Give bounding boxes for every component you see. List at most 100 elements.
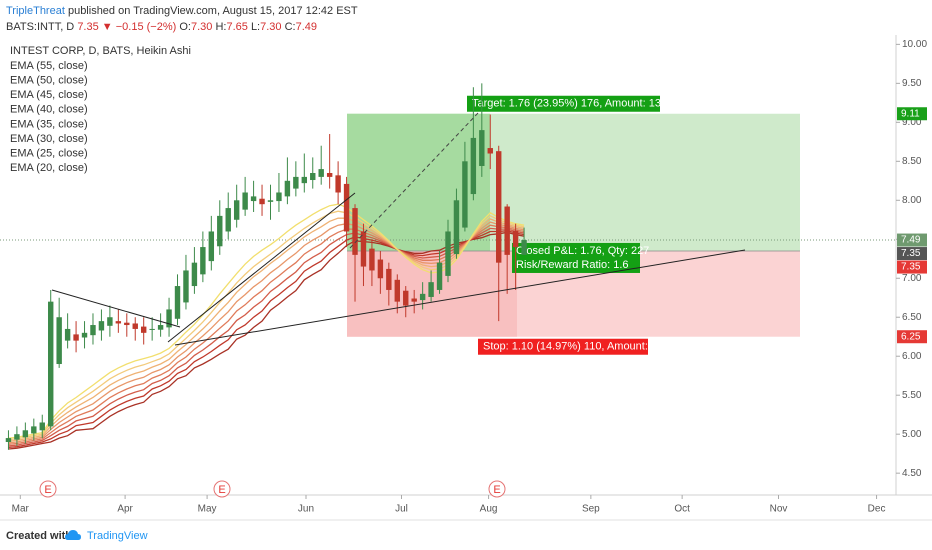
candle-body (174, 286, 181, 319)
x-tick-label: May (198, 504, 217, 515)
candle-body (140, 326, 147, 333)
candle-body (56, 317, 62, 365)
stop-label: Stop: 1.10 (14.97%) 110, Amount: 750.3 (483, 341, 679, 353)
price-marker (897, 247, 927, 261)
candle-body (470, 137, 477, 195)
x-tick-label: Aug (480, 504, 498, 515)
earnings-label: E (218, 484, 225, 496)
earnings-marker[interactable] (39, 480, 57, 498)
candle-body (208, 231, 215, 262)
ema-line (8, 231, 525, 450)
candle-body (242, 192, 248, 210)
earnings-label: E (493, 484, 500, 496)
chart-title: INTEST CORP, D, BATS, Heikin Ashi (10, 45, 191, 57)
trend-line (51, 289, 181, 328)
candle-body (487, 148, 493, 154)
candle-body (276, 192, 282, 202)
stop-label-box (478, 338, 648, 355)
candle-body (310, 173, 316, 181)
earnings-label: E (44, 484, 51, 496)
candle-body (521, 240, 527, 255)
candle-body (5, 438, 12, 442)
ema-line (8, 224, 525, 445)
candle-body (293, 176, 299, 189)
target-zone-filled (347, 113, 490, 251)
x-tick-label: Jul (395, 504, 408, 515)
ohlc-value: 7.49 (296, 21, 317, 33)
price-marker (897, 330, 927, 344)
price-marker-label: 6.25 (901, 331, 921, 342)
ohlc-value: 7.30 (191, 21, 212, 33)
ema-line (8, 227, 525, 447)
candle-body (360, 231, 367, 267)
candle-body (200, 247, 206, 275)
legend-entry: EMA (35, close) (10, 118, 88, 130)
candle-body (326, 173, 333, 177)
candle-body (250, 196, 257, 202)
legend-entry: EMA (40, close) (10, 104, 88, 116)
price-marker (897, 260, 927, 274)
candle-body (191, 262, 198, 287)
candle-body (31, 426, 37, 434)
legend-entry: EMA (55, close) (10, 60, 88, 72)
candle-body (217, 215, 223, 247)
candle-body (22, 430, 29, 438)
x-tick-label: Apr (117, 504, 133, 515)
ohlc-label: O: (179, 21, 191, 33)
x-tick-label: Sep (582, 504, 600, 515)
y-tick-label: 6.00 (902, 351, 922, 362)
candle-body (225, 208, 231, 232)
candle-body (504, 206, 510, 255)
price-marker-label: 7.35 (901, 248, 921, 259)
symbol: BATS:INTT, D (6, 21, 74, 33)
price-marker-label: 7.49 (901, 235, 921, 246)
candle-body (369, 248, 375, 271)
candle-body (157, 325, 164, 330)
candle-body (301, 176, 308, 184)
candle-body (107, 317, 113, 326)
candle-body (73, 334, 79, 341)
position-path (349, 112, 479, 249)
candle-body (394, 279, 400, 302)
pnl-label: Closed P&L: 1.76, Qty: 227 (516, 245, 649, 257)
y-tick-label: 10.00 (902, 39, 927, 50)
candle-body (419, 293, 426, 301)
candle-body (479, 130, 485, 166)
candle-body (64, 328, 71, 341)
y-tick-label: 5.50 (902, 390, 922, 401)
candle-body (335, 175, 341, 193)
y-tick-label: 8.00 (902, 195, 922, 206)
earnings-markers: E E E (39, 480, 506, 498)
candle-body (411, 298, 417, 302)
target-label: Target: 1.76 (23.95%) 176, Amount: 1399.… (472, 98, 688, 110)
candle-body (259, 198, 265, 205)
candle-body (462, 161, 468, 228)
candle-body (90, 325, 96, 336)
candle-body (403, 290, 409, 306)
footer-brand[interactable]: TradingView (87, 530, 148, 542)
candle-body (496, 151, 502, 263)
earnings-marker[interactable] (213, 480, 231, 498)
earnings-marker[interactable] (488, 480, 506, 498)
candle-body (81, 332, 88, 338)
target-label-box (467, 95, 660, 112)
ohlc-label: H: (215, 21, 226, 33)
candle-body (445, 231, 451, 276)
change: ▼ −0.15 (−2%) (102, 21, 176, 33)
candle-body (233, 200, 240, 220)
y-tick-label: 9.00 (902, 117, 922, 128)
rr-label: Risk/Reward Ratio: 1.6 (516, 259, 629, 271)
price-marker (897, 233, 927, 247)
published: published on TradingView.com, August 15,… (68, 5, 358, 17)
candle-body (115, 321, 122, 324)
candle-body (39, 422, 45, 431)
candle-body (98, 321, 105, 331)
footer-created: Created with (6, 530, 72, 542)
x-tick-label: Dec (868, 504, 886, 515)
candle-body (48, 301, 54, 427)
candle-body (453, 200, 460, 255)
author[interactable]: TripleThreat (6, 5, 65, 17)
ohlc-label: L: (251, 21, 260, 33)
